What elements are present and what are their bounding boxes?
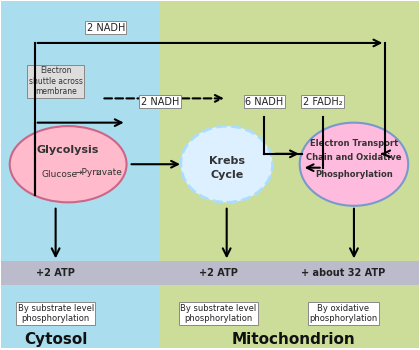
Text: Cycle: Cycle <box>210 170 243 180</box>
Text: Chain and Oxidative: Chain and Oxidative <box>306 153 402 162</box>
Text: +2 ATP: +2 ATP <box>36 268 75 278</box>
Text: 2 FADH₂: 2 FADH₂ <box>303 97 342 107</box>
Text: →Pyruvate: →Pyruvate <box>74 168 122 177</box>
Text: Phosphorylation: Phosphorylation <box>315 170 393 179</box>
Text: + about 32 ATP: + about 32 ATP <box>302 268 386 278</box>
Text: Mitochondrion: Mitochondrion <box>231 332 355 347</box>
Text: Glucose: Glucose <box>42 170 78 179</box>
Text: Cytosol: Cytosol <box>24 332 87 347</box>
Text: 2: 2 <box>95 170 100 176</box>
Text: Krebs: Krebs <box>209 156 245 166</box>
Text: Glycolysis: Glycolysis <box>37 145 100 155</box>
Text: Electron Transport: Electron Transport <box>310 139 398 148</box>
Text: By substrate level
phosphorylation: By substrate level phosphorylation <box>18 303 94 323</box>
FancyBboxPatch shape <box>1 261 419 286</box>
Text: 2 NADH: 2 NADH <box>141 97 179 107</box>
Text: +2 ATP: +2 ATP <box>199 268 238 278</box>
FancyBboxPatch shape <box>160 1 419 348</box>
Ellipse shape <box>300 122 408 206</box>
Text: By substrate level
phosphorylation: By substrate level phosphorylation <box>180 303 257 323</box>
Circle shape <box>181 126 273 202</box>
Ellipse shape <box>10 126 126 202</box>
Text: 2 NADH: 2 NADH <box>87 22 125 33</box>
Text: Electron
shuttle across
membrane: Electron shuttle across membrane <box>29 66 83 96</box>
Text: By oxidative
phosphorylation: By oxidative phosphorylation <box>310 303 378 323</box>
FancyBboxPatch shape <box>1 1 160 348</box>
Text: 6 NADH: 6 NADH <box>245 97 284 107</box>
